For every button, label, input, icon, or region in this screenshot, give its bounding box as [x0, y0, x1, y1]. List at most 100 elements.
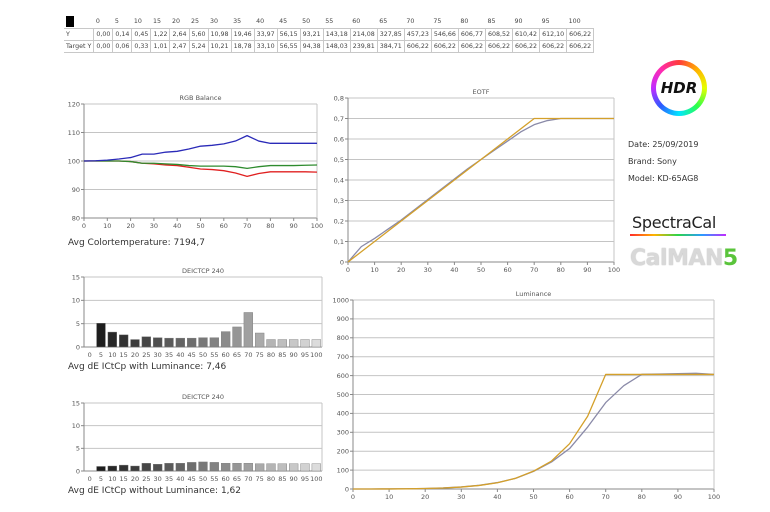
measurement-table: 0 5 10 15 20 25 30 35 40 45 50 55 60 65 70 75 80 85 90 95 10… [64, 15, 595, 53]
table-cell: 608,52 [484, 28, 514, 41]
y-tick-label: 300 [337, 429, 349, 437]
x-tick-label: 80 [267, 351, 275, 359]
model-label: Model: KD-65AG8 [628, 174, 699, 183]
bar [107, 331, 117, 348]
x-tick-label: 45 [188, 351, 196, 359]
x-tick-label: 10 [103, 222, 111, 230]
y-tick-label: 90 [72, 186, 80, 194]
rgb-balance-chart: RGB Balance 80 90 100 110 120 0 10 20 30 40 50 60 70 8… [68, 94, 324, 230]
x-tick-label: 40 [173, 222, 181, 230]
calman-logo-text: CalMAN [630, 246, 723, 271]
table-cell: 148,03 [322, 40, 351, 53]
column-header: 90 [514, 18, 523, 25]
x-tick-label: 0 [88, 475, 92, 483]
column-header: 70 [406, 18, 415, 25]
column-header: 60 [352, 18, 361, 25]
y-tick-label: 15 [72, 273, 80, 281]
bar [175, 337, 185, 348]
table-cell: 143,18 [322, 28, 351, 41]
bar [164, 463, 174, 472]
bar [119, 464, 129, 472]
x-tick-label: 80 [267, 475, 275, 483]
bar [209, 337, 219, 348]
spectracal-rainbow-bar [630, 234, 726, 236]
x-tick-label: 70 [243, 222, 251, 230]
table-cell: 606,22 [539, 40, 568, 53]
y-tick-label: 110 [68, 129, 80, 137]
bar [266, 339, 276, 348]
x-tick-label: 30 [457, 493, 465, 501]
column-header: 20 [171, 18, 180, 25]
bar [300, 463, 310, 472]
y-tick-label: 0,8 [334, 94, 344, 102]
column-header: 95 [541, 18, 550, 25]
calman-version: 5 [722, 246, 738, 271]
bar [255, 332, 265, 348]
table-cell: 239,81 [349, 40, 378, 53]
table-cell: 457,23 [403, 28, 432, 41]
bar [311, 463, 321, 472]
eotf-chart: EOTF 0 0,1 0,2 0,3 0,4 0,5 0,6 0,7 0,8 0 10 20 30 40 50… [334, 88, 621, 274]
x-tick-label: 25 [142, 351, 150, 359]
table-cell: 606,22 [430, 40, 459, 53]
table-cell: 0,06 [112, 40, 133, 53]
table-cell: 18,78 [230, 40, 255, 53]
table-cell: 2,64 [169, 28, 190, 41]
table-cell: 0,14 [112, 28, 133, 41]
table-cell: 606,22 [566, 28, 595, 41]
header-corner [64, 15, 94, 29]
x-tick-label: 30 [150, 222, 158, 230]
bar [130, 465, 140, 472]
table-cell: 606,22 [457, 40, 486, 53]
bar [209, 462, 219, 472]
y-tick-label: 600 [337, 372, 349, 380]
luminance-chart: Luminance0100200300400500600700800900100… [332, 290, 720, 501]
table-cell: 2,47 [169, 40, 190, 53]
table-cell: 606,77 [457, 28, 486, 41]
bar [243, 312, 253, 348]
hdr-logo-text: HDR [656, 65, 702, 111]
x-tick-label: 45 [188, 475, 196, 483]
x-tick-label: 25 [142, 475, 150, 483]
bar [187, 462, 197, 472]
x-tick-label: 95 [301, 351, 309, 359]
y-tick-label: 10 [72, 422, 80, 430]
y-tick-label: 0 [340, 258, 344, 266]
table-row: Target Y 0,00 0,06 0,33 1,01 2,47 5,24 10,21 18,… [64, 40, 595, 53]
table-cell: 94,38 [299, 40, 324, 53]
table-cell: 606,22 [484, 40, 514, 53]
y-tick-label: 5 [76, 320, 80, 328]
calman-logo: CalMAN5 [630, 246, 738, 271]
series-line-blue [83, 134, 317, 162]
x-tick-label: 55 [210, 351, 218, 359]
column-header: 35 [233, 18, 242, 25]
series-line-measured [347, 117, 614, 263]
y-tick-label: 15 [72, 399, 80, 407]
table-cell: 327,85 [376, 28, 405, 41]
hdr-logo: HDR [651, 60, 707, 116]
table-cell: 19,46 [230, 28, 255, 41]
x-tick-label: 70 [244, 475, 252, 483]
table-cell: 10,98 [207, 28, 232, 41]
bar [289, 463, 299, 472]
row-label: Target Y [64, 40, 95, 53]
x-tick-label: 85 [278, 475, 286, 483]
y-tick-label: 80 [72, 214, 80, 222]
series-line-green [84, 160, 318, 170]
x-tick-label: 60 [565, 493, 573, 501]
column-header: 45 [279, 18, 288, 25]
bar [198, 337, 208, 348]
column-header: 65 [379, 18, 388, 25]
x-tick-label: 10 [385, 493, 393, 501]
x-tick-label: 20 [421, 493, 429, 501]
table-cell: 546,66 [430, 28, 459, 41]
x-tick-label: 85 [278, 351, 286, 359]
x-tick-label: 90 [290, 475, 298, 483]
column-header: 40 [256, 18, 265, 25]
column-header: 0 [95, 18, 100, 25]
y-tick-label: 800 [337, 334, 349, 342]
column-header: 100 [568, 18, 581, 25]
x-tick-label: 55 [210, 475, 218, 483]
x-tick-label: 30 [424, 266, 432, 274]
